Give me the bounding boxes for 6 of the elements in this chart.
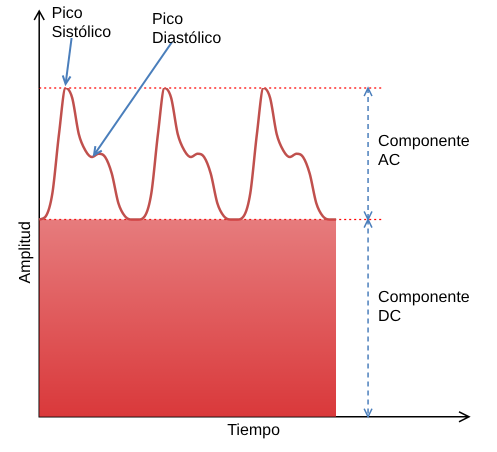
x-axis-title: Tiempo [227,422,280,439]
text: Pico Diastólico [152,10,222,48]
y-axis-title: Amplitud [17,221,34,284]
text: Pico Sistólico [52,4,112,42]
annotation: Componente DC [378,288,471,326]
annotation: Componente AC [378,132,471,170]
